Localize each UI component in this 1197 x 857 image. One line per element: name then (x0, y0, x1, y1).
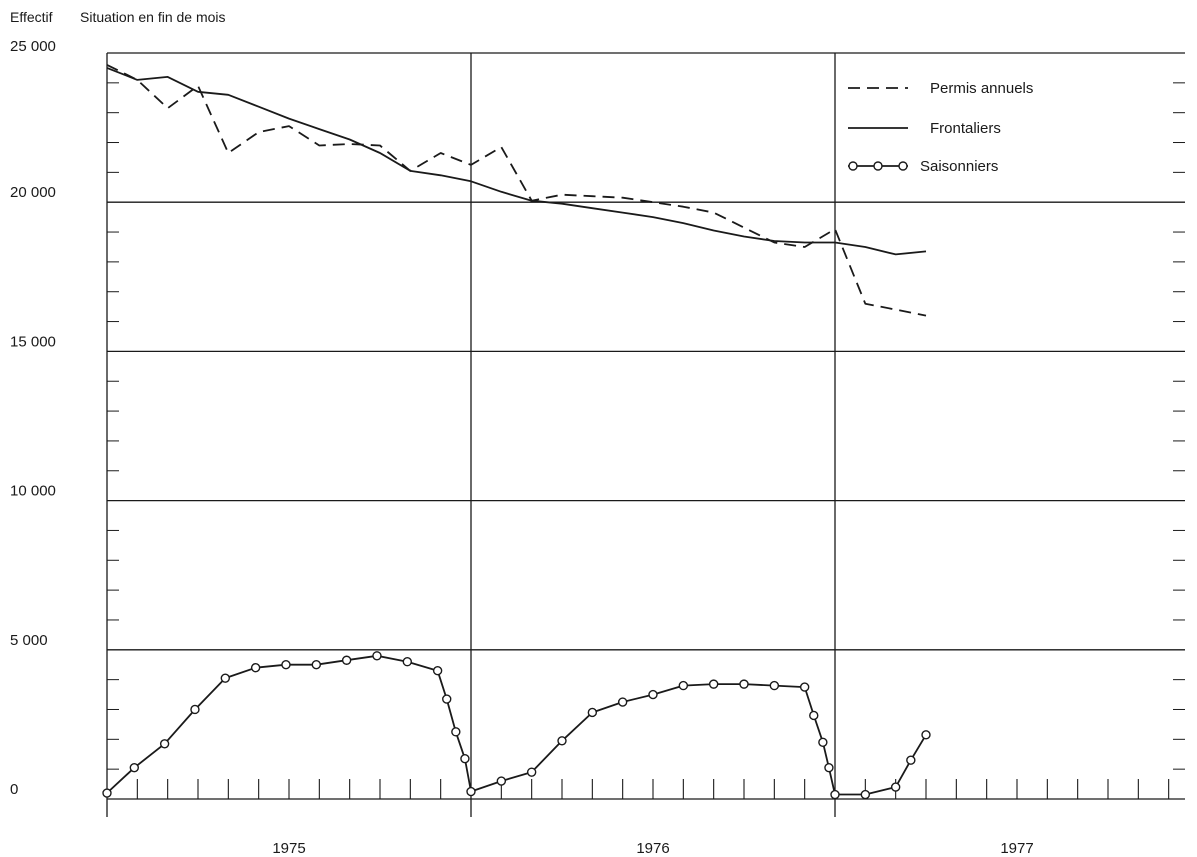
grid (106, 52, 1185, 817)
data-point (250, 663, 261, 673)
data-point (442, 694, 452, 704)
y-tick-label: 5 000 (10, 632, 48, 649)
series-line (106, 64, 927, 317)
data-point (678, 680, 689, 691)
data-point (372, 651, 382, 661)
series-line (106, 654, 927, 796)
chart-subtitle: Situation en fin de mois (80, 9, 226, 25)
data-point (818, 737, 828, 748)
legend: Permis annuels Frontaliers Saisonniers (848, 80, 1033, 175)
y-tick-label: 20 000 (10, 184, 56, 201)
data-point (466, 786, 476, 797)
data-point (451, 727, 461, 737)
y-tick-label: 0 (10, 781, 18, 798)
x-year-label: 1975 (272, 840, 305, 857)
legend-label: Frontaliers (930, 120, 1001, 137)
legend-label: Saisonniers (920, 158, 998, 175)
data-point (159, 739, 170, 749)
data-point (281, 660, 291, 670)
y-axis-title: Effectif (10, 9, 53, 25)
y-tick-label: 25 000 (10, 38, 56, 55)
legend-marker (873, 161, 883, 171)
legend-marker (848, 161, 858, 171)
data-point (496, 776, 507, 786)
data-point (890, 782, 901, 792)
data-point (617, 697, 628, 707)
series-group (102, 64, 931, 800)
data-point (824, 762, 834, 773)
y-tick-label: 10 000 (10, 483, 56, 500)
data-point (587, 707, 598, 718)
data-point (648, 689, 658, 700)
data-point (860, 789, 871, 800)
data-point (557, 736, 567, 746)
series-line (106, 67, 927, 256)
data-point (190, 704, 200, 715)
legend-marker (898, 161, 908, 171)
data-point (830, 789, 840, 800)
data-point (921, 730, 931, 740)
x-year-label: 1976 (636, 840, 669, 857)
data-point (708, 679, 719, 689)
data-point (402, 657, 412, 667)
data-point (129, 762, 140, 773)
data-point (526, 767, 537, 777)
data-point (311, 660, 321, 670)
x-year-labels: 1975 1976 1977 (272, 840, 1033, 857)
data-point (799, 682, 810, 692)
data-point (432, 665, 443, 676)
x-ticks (136, 779, 1170, 799)
data-point (809, 710, 819, 721)
data-point (906, 755, 916, 765)
x-year-label: 1977 (1000, 840, 1033, 857)
data-point (102, 788, 112, 798)
data-point (769, 680, 780, 691)
y-tick-labels: 0 5 000 10 000 15 000 20 000 25 000 (10, 38, 56, 798)
data-point (341, 655, 352, 665)
data-point (739, 679, 749, 689)
data-point (460, 754, 470, 764)
y-tick-label: 15 000 (10, 333, 56, 350)
data-point (220, 673, 231, 683)
legend-label: Permis annuels (930, 80, 1033, 97)
